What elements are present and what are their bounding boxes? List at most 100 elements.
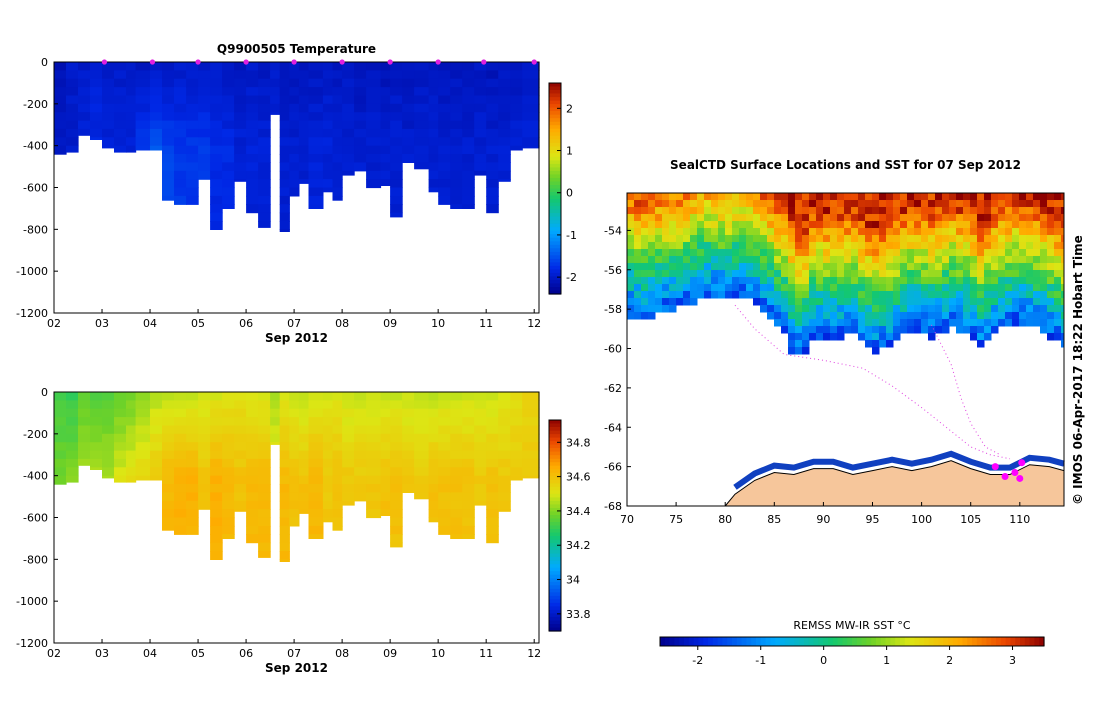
data-cell	[366, 484, 382, 493]
data-cell	[366, 120, 382, 130]
sst-cell	[851, 228, 859, 236]
sst-cell	[690, 200, 698, 208]
data-cell	[380, 500, 391, 510]
data-cell	[322, 95, 334, 105]
data-cell	[450, 492, 463, 502]
data-cell	[450, 137, 463, 147]
profile-marker	[387, 59, 393, 65]
data-cell	[402, 95, 415, 105]
sst-cell	[991, 193, 999, 201]
sst-cell	[963, 298, 971, 306]
data-cell	[198, 408, 211, 418]
sst-cell	[1033, 235, 1041, 243]
data-cell	[210, 408, 223, 418]
sst-cell	[942, 214, 950, 222]
data-cell	[354, 87, 367, 97]
data-cell	[510, 433, 523, 443]
data-cell	[298, 392, 310, 401]
data-cell	[510, 467, 523, 477]
sst-cell	[886, 298, 894, 306]
data-cell	[78, 128, 91, 136]
data-cell	[438, 95, 451, 105]
colorbar-segment	[549, 181, 561, 186]
data-cell	[126, 467, 137, 477]
colorbar-segment	[996, 637, 1002, 646]
data-cell	[186, 128, 199, 138]
data-cell	[498, 145, 511, 155]
sst-cell	[921, 291, 929, 299]
data-cell	[114, 70, 127, 80]
data-cell	[450, 467, 463, 477]
data-cell	[186, 95, 199, 105]
sst-cell	[1040, 305, 1048, 313]
data-cell	[308, 425, 324, 435]
data-cell	[414, 87, 430, 97]
chart-title: SealCTD Surface Locations and SST for 07…	[670, 158, 1021, 172]
data-cell	[354, 442, 367, 452]
colorbar-segment	[876, 637, 882, 646]
sst-cell	[683, 200, 691, 208]
sst-cell	[816, 319, 824, 327]
data-cell	[289, 145, 300, 155]
sst-cell	[956, 200, 964, 208]
y-tick-label: -1000	[16, 265, 48, 278]
sst-cell	[1012, 256, 1020, 264]
sst-cell	[830, 256, 838, 264]
data-cell	[210, 78, 223, 88]
data-cell	[510, 70, 523, 80]
data-cell	[510, 425, 523, 435]
data-cell	[402, 78, 415, 88]
sst-cell	[879, 340, 887, 348]
data-cell	[522, 458, 540, 468]
sst-cell	[900, 235, 908, 243]
colorbar-segment	[1000, 637, 1007, 646]
sst-cell	[809, 256, 817, 264]
data-cell	[522, 408, 540, 418]
data-cell	[332, 179, 343, 189]
data-cell	[402, 484, 415, 493]
sst-cell	[998, 312, 1006, 320]
data-cell	[332, 128, 343, 138]
data-cell	[174, 128, 187, 138]
sst-cell	[774, 312, 782, 320]
sst-cell	[998, 298, 1006, 306]
sst-cell	[809, 326, 817, 334]
data-cell	[366, 154, 382, 163]
data-cell	[390, 204, 403, 214]
sst-cell	[928, 214, 936, 222]
sst-cell	[893, 207, 901, 215]
sst-cell	[942, 200, 950, 208]
data-cell	[258, 442, 271, 452]
sst-cell	[942, 249, 950, 257]
sst-cell	[865, 207, 873, 215]
sst-cell	[823, 305, 831, 313]
sst-cell	[949, 312, 957, 320]
data-cell	[246, 425, 259, 435]
sst-cell	[795, 305, 803, 313]
colorbar-tick-label: 1	[883, 654, 890, 667]
sst-cell	[690, 263, 698, 271]
data-cell	[258, 137, 271, 147]
data-cell	[308, 87, 324, 97]
sst-cell	[676, 277, 684, 285]
sst-cell	[914, 214, 922, 222]
sst-cell	[970, 298, 978, 306]
sst-cell	[900, 228, 908, 236]
data-cell	[332, 500, 343, 510]
data-cell	[234, 400, 247, 410]
sst-cell	[1026, 228, 1034, 236]
x-tick-label: 11	[479, 317, 493, 330]
data-cell	[308, 467, 324, 477]
data-cell	[366, 458, 382, 468]
sst-cell	[837, 256, 845, 264]
data-cell	[428, 179, 439, 189]
data-cell	[222, 87, 235, 97]
data-cell	[322, 492, 334, 502]
sst-cell	[900, 200, 908, 208]
colorbar-segment	[549, 500, 561, 505]
sst-cell	[886, 214, 894, 222]
sst-cell	[949, 207, 957, 215]
data-cell	[308, 103, 324, 113]
data-cell	[474, 392, 487, 401]
sst-cell	[991, 249, 999, 257]
